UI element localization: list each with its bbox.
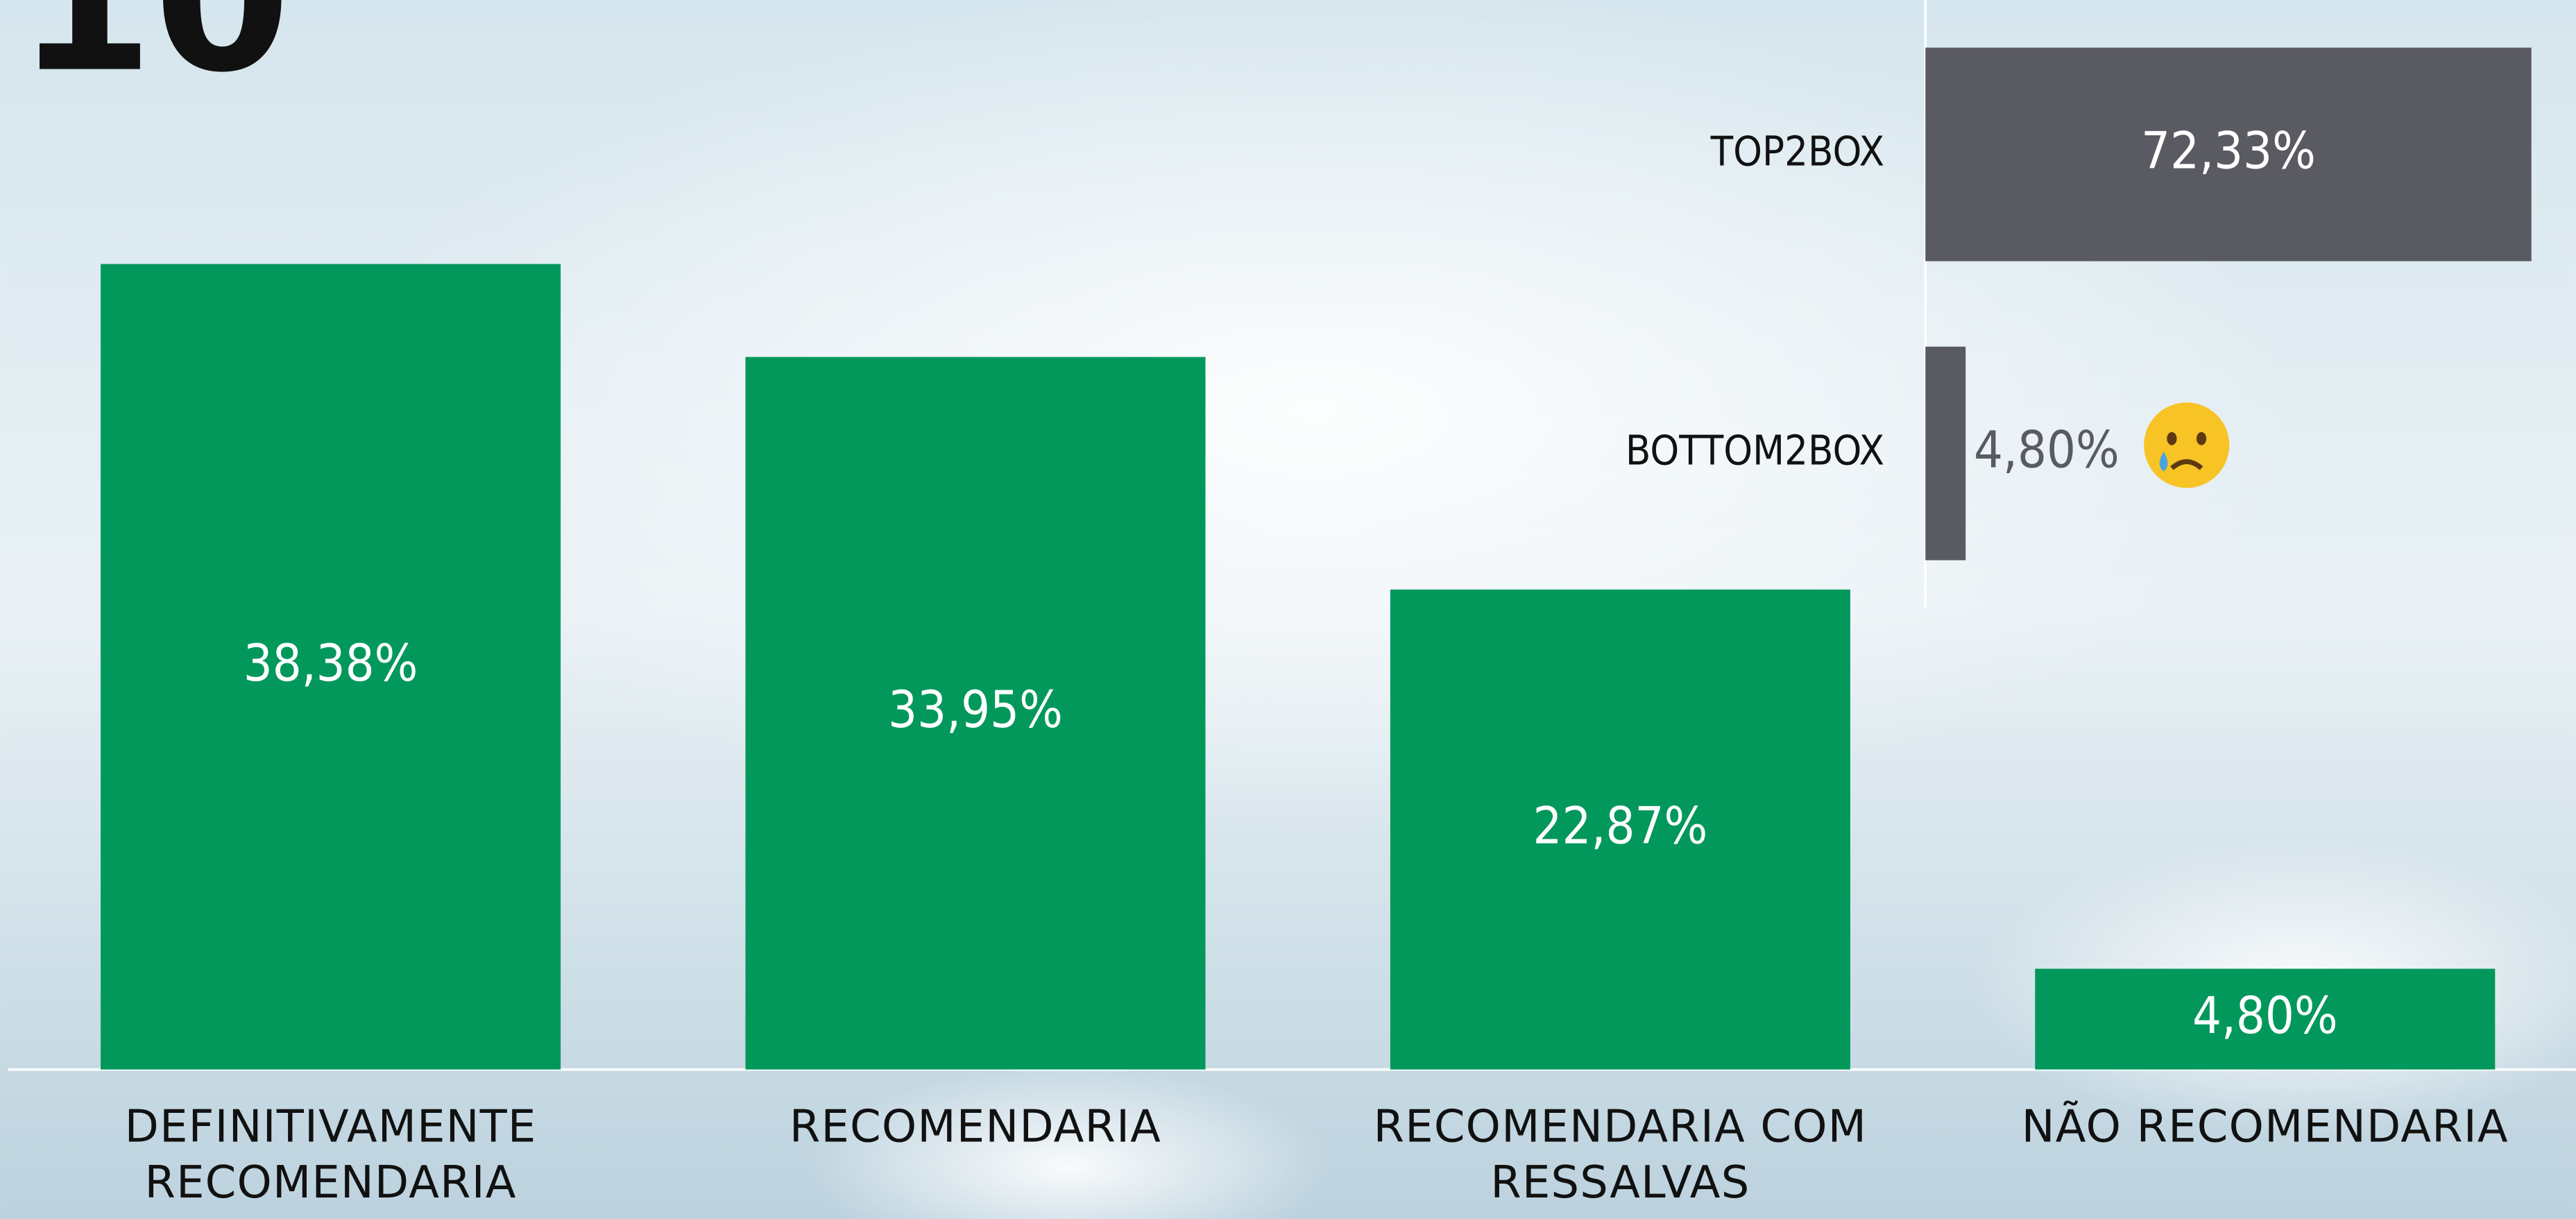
y-tick-label: TOP2BOX bbox=[1710, 128, 1884, 176]
x-tick-label-box: RECOMENDARIA COM RESSALVAS bbox=[1324, 1101, 1916, 1219]
emoji-eye bbox=[2197, 432, 2206, 445]
value-label: 22,87% bbox=[1533, 797, 1708, 856]
value-label: 4,80% bbox=[2192, 987, 2338, 1046]
x-tick-label: DEFINITIVAMENTE RECOMENDARIA bbox=[35, 1101, 626, 1213]
heading: 10 bbox=[17, 0, 291, 116]
hbar bbox=[1925, 347, 1965, 561]
x-tick-label-box: NÃO RECOMENDARIA bbox=[1970, 1101, 2561, 1219]
emoji-eye bbox=[2167, 432, 2176, 445]
value-label: 38,38% bbox=[244, 634, 418, 693]
y-tick-label: BOTTOM2BOX bbox=[1626, 427, 1884, 475]
value-label: 72,33% bbox=[2141, 122, 2316, 181]
value-label: 4,80% bbox=[1974, 421, 2119, 480]
x-tick-label: RECOMENDARIA bbox=[680, 1101, 1271, 1157]
x-tick-label: RECOMENDARIA COM RESSALVAS bbox=[1324, 1101, 1916, 1213]
value-label: 33,95% bbox=[888, 681, 1063, 740]
emoji-face bbox=[2144, 402, 2229, 488]
x-tick-label-box: DEFINITIVAMENTE RECOMENDARIA bbox=[35, 1101, 626, 1219]
x-tick-label-box: RECOMENDARIA bbox=[680, 1101, 1271, 1219]
emoji bbox=[2144, 402, 2229, 488]
chart: 10 38,38% DEFINITIVAMENTE RECOMENDARIA 33,… bbox=[0, 0, 2576, 1219]
x-tick-label: NÃO RECOMENDARIA bbox=[1970, 1101, 2561, 1157]
page: {"heading":"10", "chart_data":[ {"type":… bbox=[0, 0, 2576, 1219]
